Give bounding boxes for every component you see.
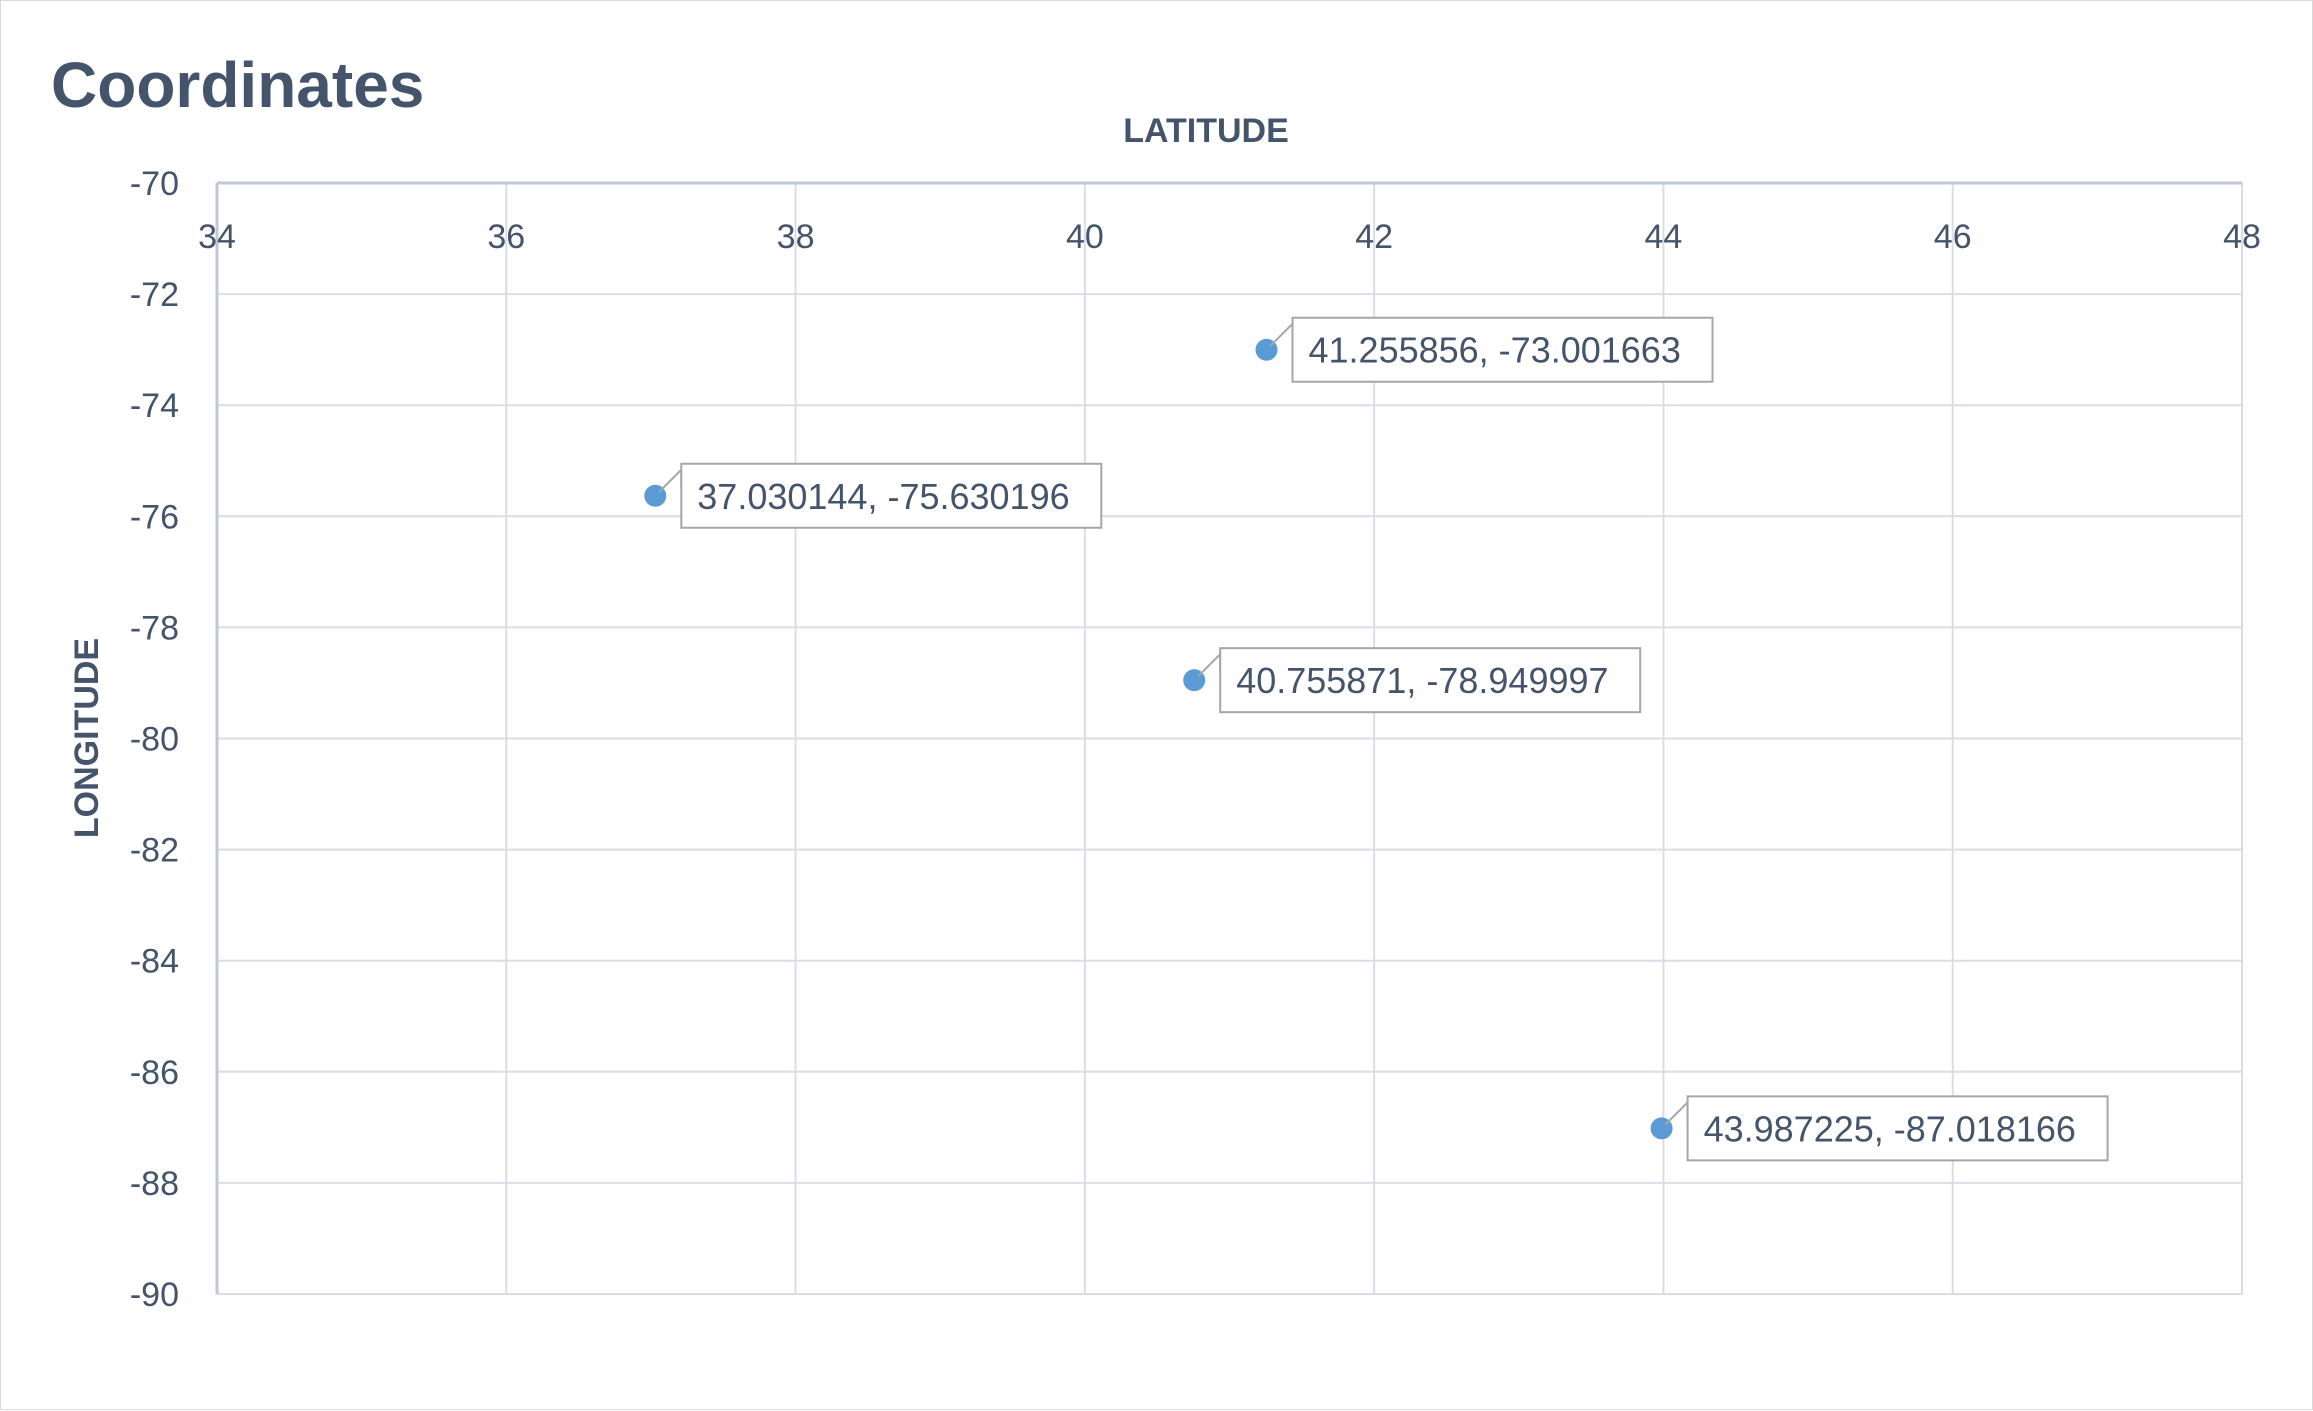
data-label-leader xyxy=(1269,321,1294,347)
x-tick-label: 40 xyxy=(1066,218,1104,256)
data-label: 41.255856, -73.001663 xyxy=(1309,330,1681,371)
y-tick-label: -72 xyxy=(130,276,179,314)
y-tick-label: -78 xyxy=(130,609,179,647)
data-label-leader xyxy=(1664,1099,1689,1126)
axes xyxy=(215,181,2242,1294)
data-labels: 41.255856, -73.001663 37.030144, -75.6301… xyxy=(658,316,2109,1162)
y-tick-label: -82 xyxy=(130,832,179,870)
data-label-box xyxy=(1219,647,1642,714)
x-tick-label: 36 xyxy=(487,218,525,256)
x-tick-label: 38 xyxy=(777,218,815,256)
x-axis-title: LATITUDE xyxy=(1123,112,1289,150)
data-label: 37.030144, -75.630196 xyxy=(697,476,1069,517)
y-tick-label: -86 xyxy=(130,1054,179,1092)
data-label-leader xyxy=(658,467,683,493)
y-tick-label: -84 xyxy=(130,943,179,981)
x-tick-label: 44 xyxy=(1645,218,1683,256)
x-tick-label: 42 xyxy=(1355,218,1393,256)
data-label-leader xyxy=(1197,651,1222,677)
data-label: 40.755871, -78.949997 xyxy=(1236,660,1608,701)
y-tick-label: -90 xyxy=(130,1276,179,1314)
y-axis-title: LONGITUDE xyxy=(68,638,106,838)
data-label-box xyxy=(1291,316,1714,383)
tick-labels: 34 36 38 40 42 44 46 48 -70 -72 -74 -76 -78 -80 -82 -84… xyxy=(130,165,2261,1314)
y-tick-label: -80 xyxy=(130,721,179,759)
data-label-box xyxy=(680,462,1103,529)
data-label-box xyxy=(1686,1095,2109,1162)
data-label: 43.987225, -87.018166 xyxy=(1704,1108,2076,1149)
y-tick-label: -88 xyxy=(130,1165,179,1203)
x-tick-label: 34 xyxy=(198,218,236,256)
y-tick-label: -76 xyxy=(130,498,179,536)
x-tick-label: 46 xyxy=(1934,218,1972,256)
y-tick-label: -74 xyxy=(130,387,179,425)
y-tick-label: -70 xyxy=(130,165,179,203)
x-tick-label: 48 xyxy=(2223,218,2261,256)
chart-title: Coordinates xyxy=(51,49,424,121)
